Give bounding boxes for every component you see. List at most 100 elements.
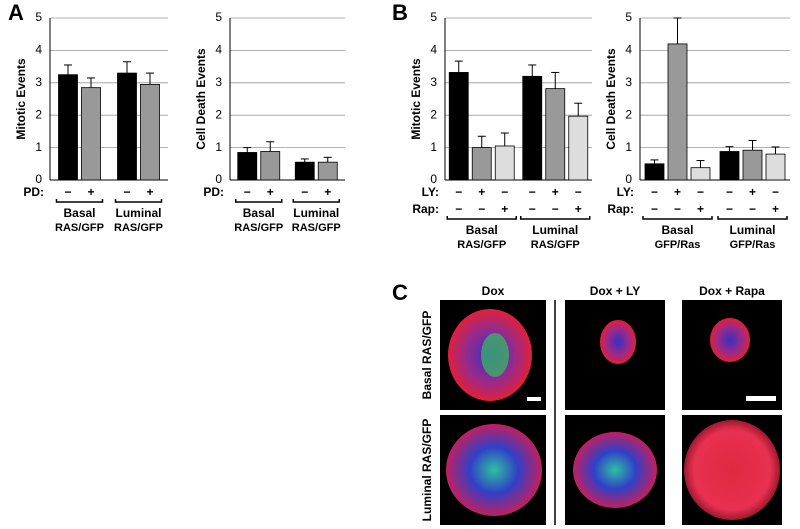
condition-sign: −	[772, 185, 779, 199]
bar	[522, 75, 543, 181]
condition-sign: −	[244, 185, 251, 199]
group-label: Luminal	[729, 223, 775, 237]
y-tick-label: 5	[35, 10, 42, 24]
bar	[667, 43, 688, 181]
panel-letter: B	[392, 0, 408, 25]
condition-label: LY:	[422, 185, 439, 199]
group-sublabel: RAS/GFP	[55, 222, 104, 234]
condition-label: Rap:	[412, 202, 439, 216]
group-bracket	[717, 216, 788, 220]
micrographs	[440, 300, 782, 525]
bar	[140, 84, 160, 181]
row-label: Basal RAS/GFP	[420, 311, 434, 400]
cell-cluster	[600, 320, 636, 364]
scale-bar	[746, 396, 776, 401]
y-tick-label: 4	[35, 43, 42, 57]
bar	[545, 88, 566, 181]
y-axis-label: Mitotic Events	[14, 58, 28, 140]
condition-sign: +	[674, 185, 681, 199]
y-tick-label: 2	[625, 107, 632, 121]
bar	[494, 145, 515, 181]
condition-sign: −	[301, 185, 308, 199]
group-bracket	[235, 199, 283, 203]
condition-sign: −	[575, 185, 582, 199]
group-sublabel: GFP/Ras	[655, 239, 701, 251]
bar	[294, 161, 315, 181]
column-header: Dox + LY	[590, 284, 641, 298]
group-sublabel: GFP/Ras	[730, 239, 776, 251]
y-tick-label: 4	[215, 43, 222, 57]
y-axis-label: Cell Death Events	[604, 48, 618, 150]
y-tick-label: 0	[215, 172, 222, 186]
group-bracket	[446, 216, 517, 220]
cell-cluster	[446, 424, 542, 516]
condition-sign: −	[478, 202, 485, 216]
condition-sign: +	[146, 185, 153, 199]
condition-sign: −	[123, 185, 130, 199]
condition-label: LY:	[617, 185, 634, 199]
cell-cluster	[684, 420, 780, 520]
group-label: Basal	[466, 223, 498, 237]
bar	[317, 161, 338, 181]
group-label: Luminal	[115, 206, 161, 220]
condition-sign: +	[501, 202, 508, 216]
condition-sign: −	[529, 185, 536, 199]
bar	[117, 72, 137, 181]
group-bracket	[520, 216, 591, 220]
column-header: Dox + Rapa	[699, 284, 765, 298]
condition-sign: −	[64, 185, 71, 199]
bar	[58, 74, 78, 181]
condition-sign: +	[697, 202, 704, 216]
group-sublabel: RAS/GFP	[234, 222, 283, 234]
condition-sign: −	[726, 202, 733, 216]
condition-sign: −	[529, 202, 536, 216]
y-tick-label: 3	[625, 75, 632, 89]
condition-sign: +	[749, 185, 756, 199]
y-tick-label: 0	[625, 172, 632, 186]
condition-sign: +	[324, 185, 331, 199]
condition-sign: −	[651, 185, 658, 199]
group-sublabel: RAS/GFP	[292, 222, 341, 234]
cell-cluster	[573, 432, 657, 508]
condition-sign: +	[772, 202, 779, 216]
condition-sign: −	[749, 202, 756, 216]
condition-sign: −	[501, 185, 508, 199]
bar	[742, 149, 763, 181]
condition-sign: +	[87, 185, 94, 199]
scale-bar	[527, 397, 541, 401]
y-axis-label: Cell Death Events	[194, 48, 208, 150]
group-bracket	[114, 199, 163, 203]
condition-sign: +	[575, 202, 582, 216]
y-tick-label: 5	[215, 10, 222, 24]
y-tick-label: 3	[430, 75, 437, 89]
group-bracket	[642, 216, 713, 220]
group-bracket	[292, 199, 340, 203]
condition-sign: −	[455, 202, 462, 216]
condition-sign: −	[455, 185, 462, 199]
bar	[690, 167, 711, 181]
bar	[765, 153, 786, 181]
group-label: Basal	[243, 206, 275, 220]
group-sublabel: RAS/GFP	[114, 222, 163, 234]
y-tick-label: 1	[35, 140, 42, 154]
group-label: Basal	[63, 206, 95, 220]
y-tick-label: 2	[215, 107, 222, 121]
panel-letter: C	[392, 280, 408, 305]
y-tick-label: 2	[35, 107, 42, 121]
cell-cluster	[481, 333, 509, 377]
condition-sign: −	[697, 185, 704, 199]
y-tick-label: 0	[430, 172, 437, 186]
condition-sign: +	[478, 185, 485, 199]
bar	[719, 151, 740, 181]
group-label: Luminal	[532, 223, 578, 237]
bar	[568, 115, 589, 181]
y-tick-label: 2	[430, 107, 437, 121]
condition-label: PD:	[203, 185, 224, 199]
group-label: Luminal	[293, 206, 339, 220]
row-label: Luminal RAS/GFP	[420, 419, 434, 522]
y-tick-label: 3	[215, 75, 222, 89]
y-tick-label: 5	[625, 10, 632, 24]
cell-cluster	[710, 318, 750, 362]
condition-sign: −	[674, 202, 681, 216]
